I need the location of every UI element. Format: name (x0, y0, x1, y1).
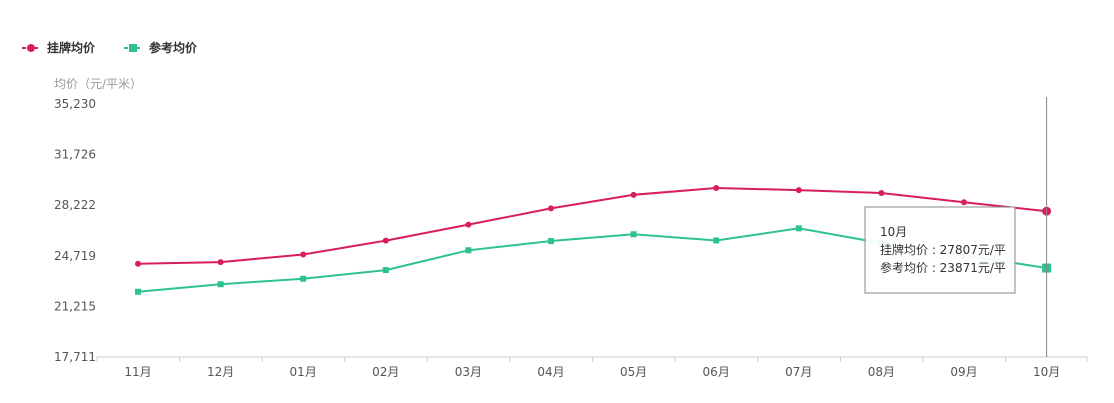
legend-marker-square (129, 44, 137, 52)
data-point[interactable] (548, 205, 554, 212)
y-tick-label: 28,222 (54, 198, 96, 212)
y-tick-label: 17,711 (54, 350, 96, 364)
data-point[interactable] (630, 231, 637, 238)
x-axis: 11月 12月 01月 02月 03月 04月 05月 06月 07月 08月 09月 10月 (96, 356, 1088, 379)
x-tick-label: 10月 (1033, 365, 1060, 379)
data-point[interactable] (795, 187, 802, 194)
data-point[interactable] (135, 260, 141, 267)
data-point[interactable] (300, 275, 307, 282)
legend-marker-circle (27, 44, 35, 52)
x-tick-label: 02月 (372, 365, 399, 379)
x-tick-label: 08月 (868, 365, 895, 379)
data-point[interactable] (713, 237, 720, 244)
tooltip-box (864, 206, 1016, 294)
data-point[interactable] (878, 189, 885, 196)
x-tick-label: 11月 (124, 365, 151, 379)
series-line-1 (137, 186, 1047, 265)
y-tick-label: 35,230 (54, 97, 96, 111)
data-point[interactable] (300, 251, 307, 258)
data-point[interactable] (713, 185, 720, 192)
x-tick-label: 03月 (455, 365, 482, 379)
data-point[interactable] (382, 237, 389, 244)
legend-item-listing-price[interactable]: 挂牌均价 (22, 40, 96, 55)
data-point[interactable] (135, 288, 141, 295)
data-point[interactable] (382, 267, 389, 274)
tooltip-line-reference: 参考均价 : 23871元/平 (880, 260, 1006, 275)
y-axis: 35,230 31,726 28,222 24,719 21,215 17,711 (54, 97, 96, 364)
legend-label-listing-price: 挂牌均价 (47, 40, 96, 55)
data-point[interactable] (630, 191, 637, 198)
data-point[interactable] (465, 221, 472, 228)
tooltip-line-listing: 挂牌均价 : 27807元/平 (880, 243, 1006, 257)
y-tick-label: 21,215 (54, 299, 96, 313)
x-tick-label: 01月 (290, 365, 317, 379)
data-point[interactable] (961, 199, 967, 206)
x-tick-label: 05月 (620, 365, 647, 379)
x-tick-label: 07月 (785, 365, 812, 379)
x-tick-label: 04月 (537, 365, 564, 379)
x-tick-label: 09月 (950, 365, 977, 379)
tooltip-title: 10月 (880, 225, 907, 239)
data-point[interactable] (217, 281, 224, 288)
tooltip: 10月 挂牌均价 : 27807元/平 参考均价 : 23871元/平 (864, 206, 1016, 294)
y-tick-label: 24,719 (54, 249, 96, 263)
y-axis-title: 均价（元/平米） (54, 77, 142, 91)
data-point[interactable] (465, 247, 472, 254)
data-point[interactable] (217, 259, 224, 266)
data-point[interactable] (548, 238, 554, 245)
x-tick-label: 06月 (703, 365, 730, 379)
x-tick-label: 12月 (207, 365, 234, 379)
legend: 挂牌均价 参考均价 (22, 40, 198, 55)
y-tick-label: 31,726 (54, 148, 96, 162)
data-point[interactable] (795, 225, 802, 232)
series-points (135, 185, 1052, 295)
legend-item-reference-price[interactable]: 参考均价 (124, 40, 198, 55)
legend-label-reference-price: 参考均价 (149, 40, 198, 55)
